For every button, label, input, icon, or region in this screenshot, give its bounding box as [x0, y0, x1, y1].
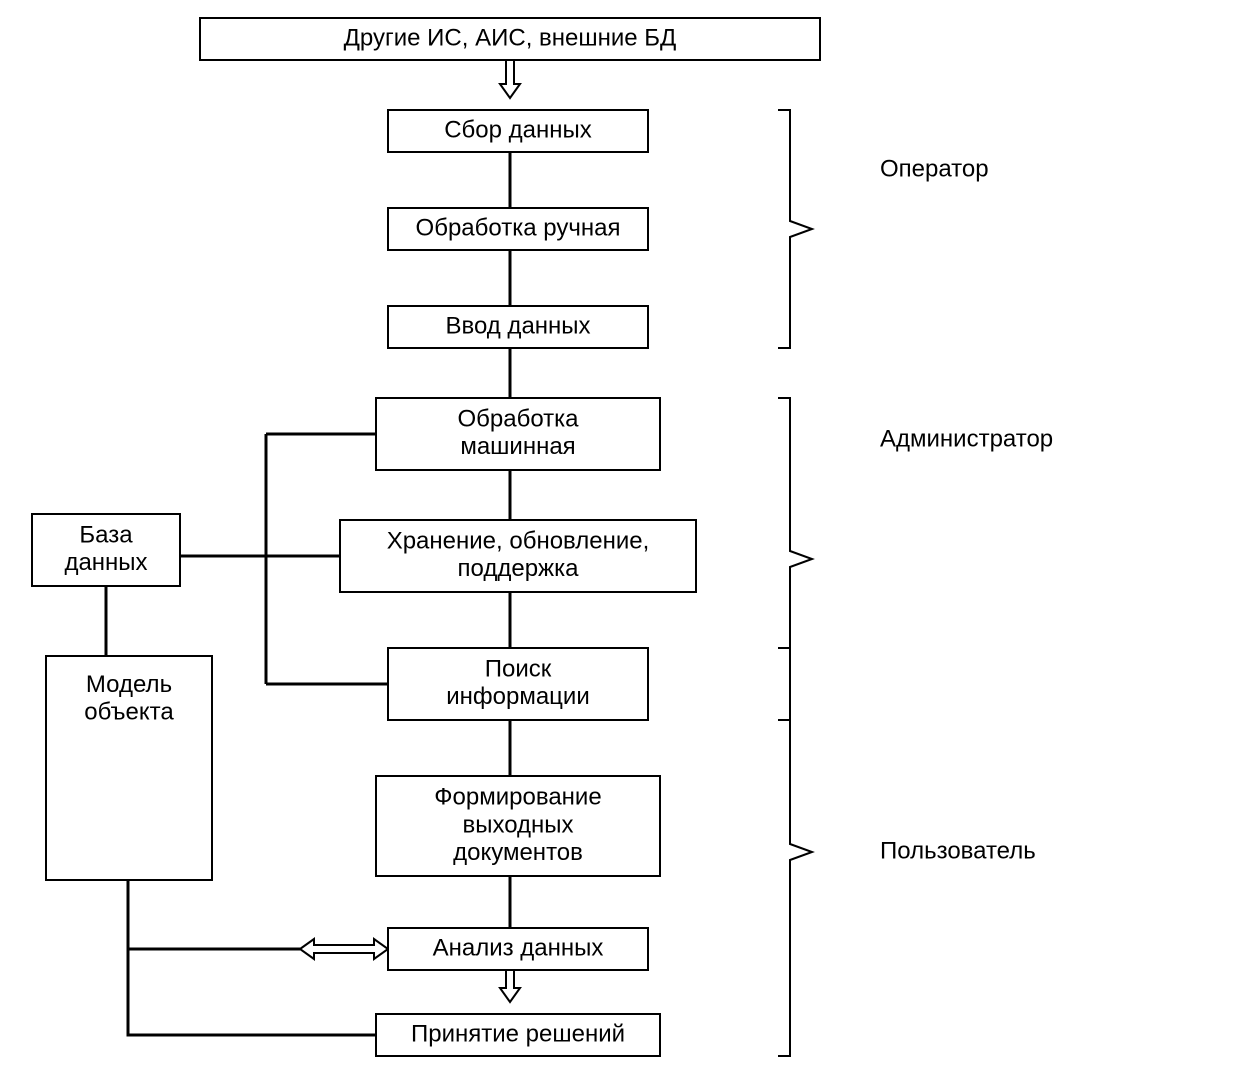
role-bracket [778, 110, 812, 348]
flow-node-collect: Сбор данных [388, 110, 648, 152]
flow-node-store: Хранение, обновление,поддержка [340, 520, 696, 592]
role-label: Администратор [880, 425, 1053, 452]
flow-node-manual: Обработка ручная [388, 208, 648, 250]
node-label: Хранение, обновление, [387, 528, 650, 555]
connector-poly [128, 949, 376, 1035]
flow-node-analysis: Анализ данных [388, 928, 648, 970]
node-label: База [79, 522, 133, 549]
node-label: Принятие решений [411, 1020, 625, 1047]
node-label: Обработка [457, 406, 579, 433]
node-label: Формирование [434, 784, 601, 811]
role-bracket [778, 398, 812, 720]
hollow-arrow-down-icon [500, 970, 520, 1002]
node-label: объекта [84, 699, 174, 726]
double-arrow-horizontal-icon [300, 939, 388, 959]
flow-node-external: Другие ИС, АИС, внешние БД [200, 18, 820, 60]
role-bracket [778, 648, 812, 1056]
node-label: документов [453, 839, 583, 866]
node-label: Обработка ручная [416, 214, 621, 241]
flowchart-diagram: Другие ИС, АИС, внешние БД Сбор данных Обр… [0, 0, 1258, 1073]
node-label: Другие ИС, АИС, внешние БД [344, 24, 677, 51]
node-label: машинная [460, 433, 575, 460]
node-label: Поиск [485, 656, 552, 683]
node-label: Ввод данных [445, 312, 590, 339]
node-label: поддержка [458, 555, 580, 582]
node-label: Анализ данных [433, 934, 604, 961]
flow-node-machine: Обработкамашинная [376, 398, 660, 470]
node-label: информации [446, 683, 590, 710]
flow-node-input: Ввод данных [388, 306, 648, 348]
role-label: Пользователь [880, 837, 1036, 864]
hollow-arrow-down-icon [500, 60, 520, 98]
node-label: Сбор данных [444, 116, 592, 143]
flow-node-model: Модельобъекта [46, 656, 212, 880]
node-label: данных [64, 549, 147, 576]
flow-node-db: Базаданных [32, 514, 180, 586]
flow-node-search: Поискинформации [388, 648, 648, 720]
flow-node-decision: Принятие решений [376, 1014, 660, 1056]
role-label: Оператор [880, 155, 989, 182]
node-label: выходных [462, 811, 573, 838]
connector-poly [128, 880, 300, 949]
node-label: Модель [86, 671, 172, 698]
flow-node-docs: Формированиевыходныхдокументов [376, 776, 660, 876]
